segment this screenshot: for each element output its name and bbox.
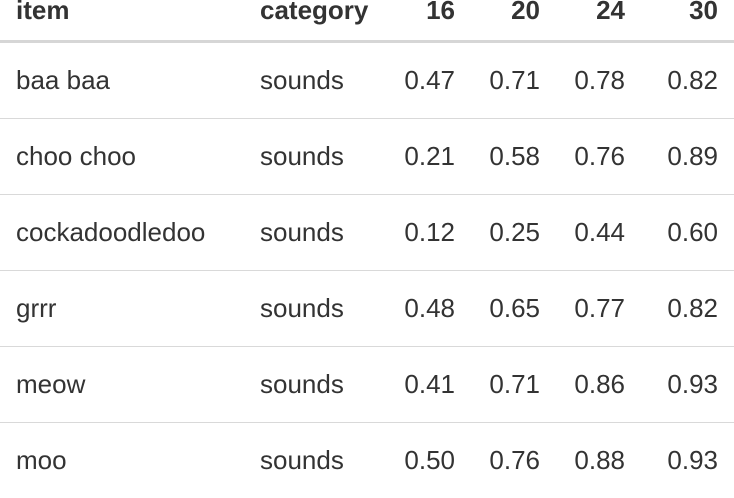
table-body: baa baa sounds 0.47 0.71 0.78 0.82 choo … (0, 42, 734, 498)
table-row: cockadoodledoo sounds 0.12 0.25 0.44 0.6… (0, 195, 734, 271)
cell-value-16: 0.47 (386, 42, 471, 119)
cell-value-20: 0.65 (471, 271, 556, 347)
table-row: meow sounds 0.41 0.71 0.86 0.93 (0, 347, 734, 423)
column-header-16: 16 (386, 0, 471, 42)
cell-category: sounds (244, 119, 386, 195)
cell-value-16: 0.50 (386, 423, 471, 498)
cell-value-24: 0.88 (556, 423, 641, 498)
cell-value-30: 0.93 (641, 347, 734, 423)
cell-value-30: 0.60 (641, 195, 734, 271)
cell-category: sounds (244, 195, 386, 271)
table-row: grrr sounds 0.48 0.65 0.77 0.82 (0, 271, 734, 347)
cell-value-16: 0.21 (386, 119, 471, 195)
header-row: item category 16 20 24 30 (0, 0, 734, 42)
cell-value-20: 0.71 (471, 347, 556, 423)
cell-item: baa baa (0, 42, 244, 119)
cell-item: cockadoodledoo (0, 195, 244, 271)
cell-item: meow (0, 347, 244, 423)
column-header-20: 20 (471, 0, 556, 42)
cell-value-30: 0.93 (641, 423, 734, 498)
cell-value-20: 0.71 (471, 42, 556, 119)
cell-value-24: 0.78 (556, 42, 641, 119)
cell-value-24: 0.86 (556, 347, 641, 423)
cell-value-24: 0.76 (556, 119, 641, 195)
cell-category: sounds (244, 42, 386, 119)
cell-value-30: 0.82 (641, 271, 734, 347)
cell-value-20: 0.76 (471, 423, 556, 498)
cell-value-16: 0.12 (386, 195, 471, 271)
cell-value-16: 0.41 (386, 347, 471, 423)
cell-category: sounds (244, 347, 386, 423)
cell-value-16: 0.48 (386, 271, 471, 347)
cell-category: sounds (244, 423, 386, 498)
column-header-category: category (244, 0, 386, 42)
cell-value-24: 0.44 (556, 195, 641, 271)
cell-value-30: 0.89 (641, 119, 734, 195)
cell-item: grrr (0, 271, 244, 347)
column-header-item: item (0, 0, 244, 42)
table-row: moo sounds 0.50 0.76 0.88 0.93 (0, 423, 734, 498)
cell-value-30: 0.82 (641, 42, 734, 119)
cell-value-20: 0.25 (471, 195, 556, 271)
cell-item: choo choo (0, 119, 244, 195)
table-row: choo choo sounds 0.21 0.58 0.76 0.89 (0, 119, 734, 195)
cell-value-24: 0.77 (556, 271, 641, 347)
cell-value-20: 0.58 (471, 119, 556, 195)
column-header-30: 30 (641, 0, 734, 42)
cell-category: sounds (244, 271, 386, 347)
cell-item: moo (0, 423, 244, 498)
table-row: baa baa sounds 0.47 0.71 0.78 0.82 (0, 42, 734, 119)
table-header: item category 16 20 24 30 (0, 0, 734, 42)
column-header-24: 24 (556, 0, 641, 42)
